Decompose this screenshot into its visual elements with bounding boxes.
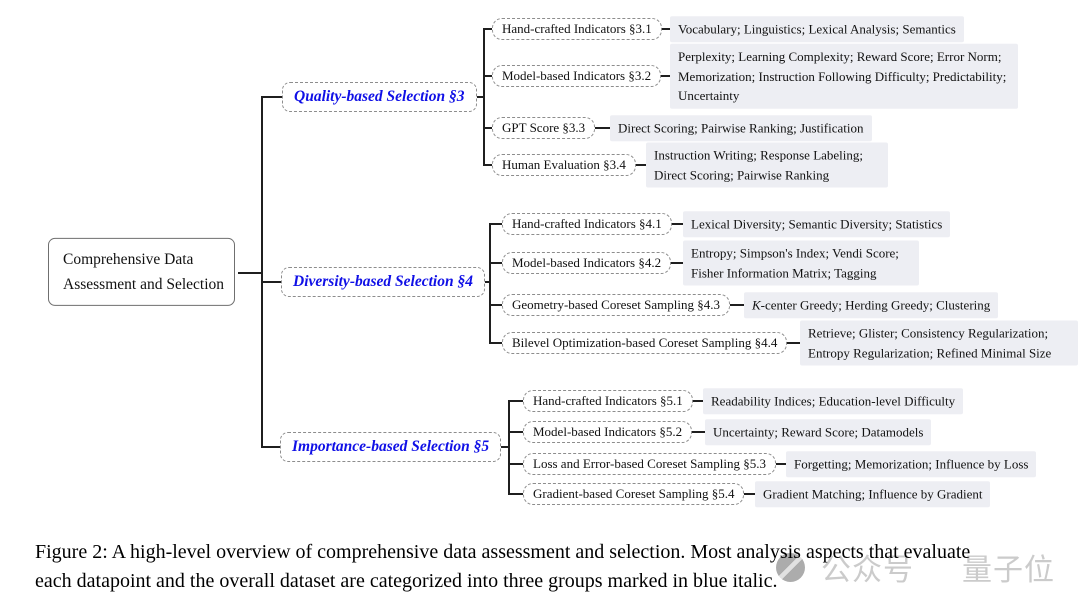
- connector-quality-spine: [483, 28, 485, 165]
- connector-diversity-spine: [489, 223, 491, 343]
- leaf-4-4: Retrieve; Glister; Consistency Regulariz…: [800, 320, 1078, 366]
- qbitai-logo-icon: [776, 552, 805, 582]
- leaf-3-3: Direct Scoring; Pairwise Ranking; Justif…: [610, 115, 872, 141]
- group-importance-node: Importance-based Selection §5: [280, 432, 502, 462]
- root-label-line1: Comprehensive Data: [63, 250, 194, 268]
- subnode-3-4: Human Evaluation §3.4: [492, 154, 636, 176]
- group-diversity-node: Diversity-based Selection §4: [281, 267, 485, 297]
- leaf-4-2: Entropy; Simpson's Index; Vendi Score; F…: [683, 240, 919, 286]
- connector-trunk: [261, 96, 263, 447]
- subnode-5-2: Model-based Indicators §5.2: [523, 421, 693, 443]
- leaf-4-3: K-center Greedy; Herding Greedy; Cluster…: [744, 292, 999, 318]
- subnode-5-3: Loss and Error-based Coreset Sampling §5…: [523, 453, 776, 475]
- leaf-3-2: Perplexity; Learning Complexity; Reward …: [670, 43, 1018, 109]
- subnode-4-3: Geometry-based Coreset Sampling §4.3: [502, 294, 730, 316]
- watermark: 公众号 量子位: [776, 545, 1055, 589]
- root-label-line2: Assessment and Selection: [63, 276, 225, 293]
- leaf-4-1: Lexical Diversity; Semantic Diversity; S…: [683, 211, 951, 237]
- leaf-5-3: Forgetting; Memorization; Influence by L…: [786, 451, 1037, 477]
- subnode-3-2: Model-based Indicators §3.2: [492, 65, 662, 87]
- subnode-3-1: Hand-crafted Indicators §3.1: [492, 18, 662, 40]
- group-quality-node: Quality-based Selection §3: [282, 82, 477, 112]
- watermark-text-2: 量子位: [962, 553, 1055, 588]
- caption-line1: Figure 2: A high-level overview of compr…: [35, 541, 971, 563]
- root-node: Comprehensive Data Assessment and Select…: [48, 237, 236, 307]
- subnode-4-4: Bilevel Optimization-based Coreset Sampl…: [502, 332, 788, 354]
- subnode-5-1: Hand-crafted Indicators §5.1: [523, 390, 693, 412]
- subnode-3-3: GPT Score §3.3: [492, 117, 596, 139]
- subnode-4-2: Model-based Indicators §4.2: [502, 252, 672, 274]
- caption-line2: each datapoint and the overall dataset a…: [35, 570, 778, 592]
- connector-root-to-trunk: [238, 272, 263, 274]
- leaf-4-3-text: -center Greedy; Herding Greedy; Clusteri…: [760, 297, 991, 313]
- watermark-text-1: 公众号: [821, 553, 914, 588]
- leaf-5-1: Readability Indices; Education-level Dif…: [703, 388, 964, 414]
- subnode-4-1: Hand-crafted Indicators §4.1: [502, 213, 672, 235]
- subnode-5-4: Gradient-based Coreset Sampling §5.4: [523, 483, 745, 505]
- leaf-3-4: Instruction Writing; Response Labeling; …: [646, 142, 888, 188]
- leaf-5-4: Gradient Matching; Influence by Gradient: [755, 481, 991, 507]
- figure-caption: Figure 2: A high-level overview of compr…: [35, 538, 1065, 596]
- leaf-5-2: Uncertainty; Reward Score; Datamodels: [705, 419, 932, 445]
- leaf-4-3-italic-k: K: [752, 297, 761, 313]
- connector-importance-spine: [508, 400, 510, 494]
- leaf-3-1: Vocabulary; Linguistics; Lexical Analysi…: [670, 16, 964, 42]
